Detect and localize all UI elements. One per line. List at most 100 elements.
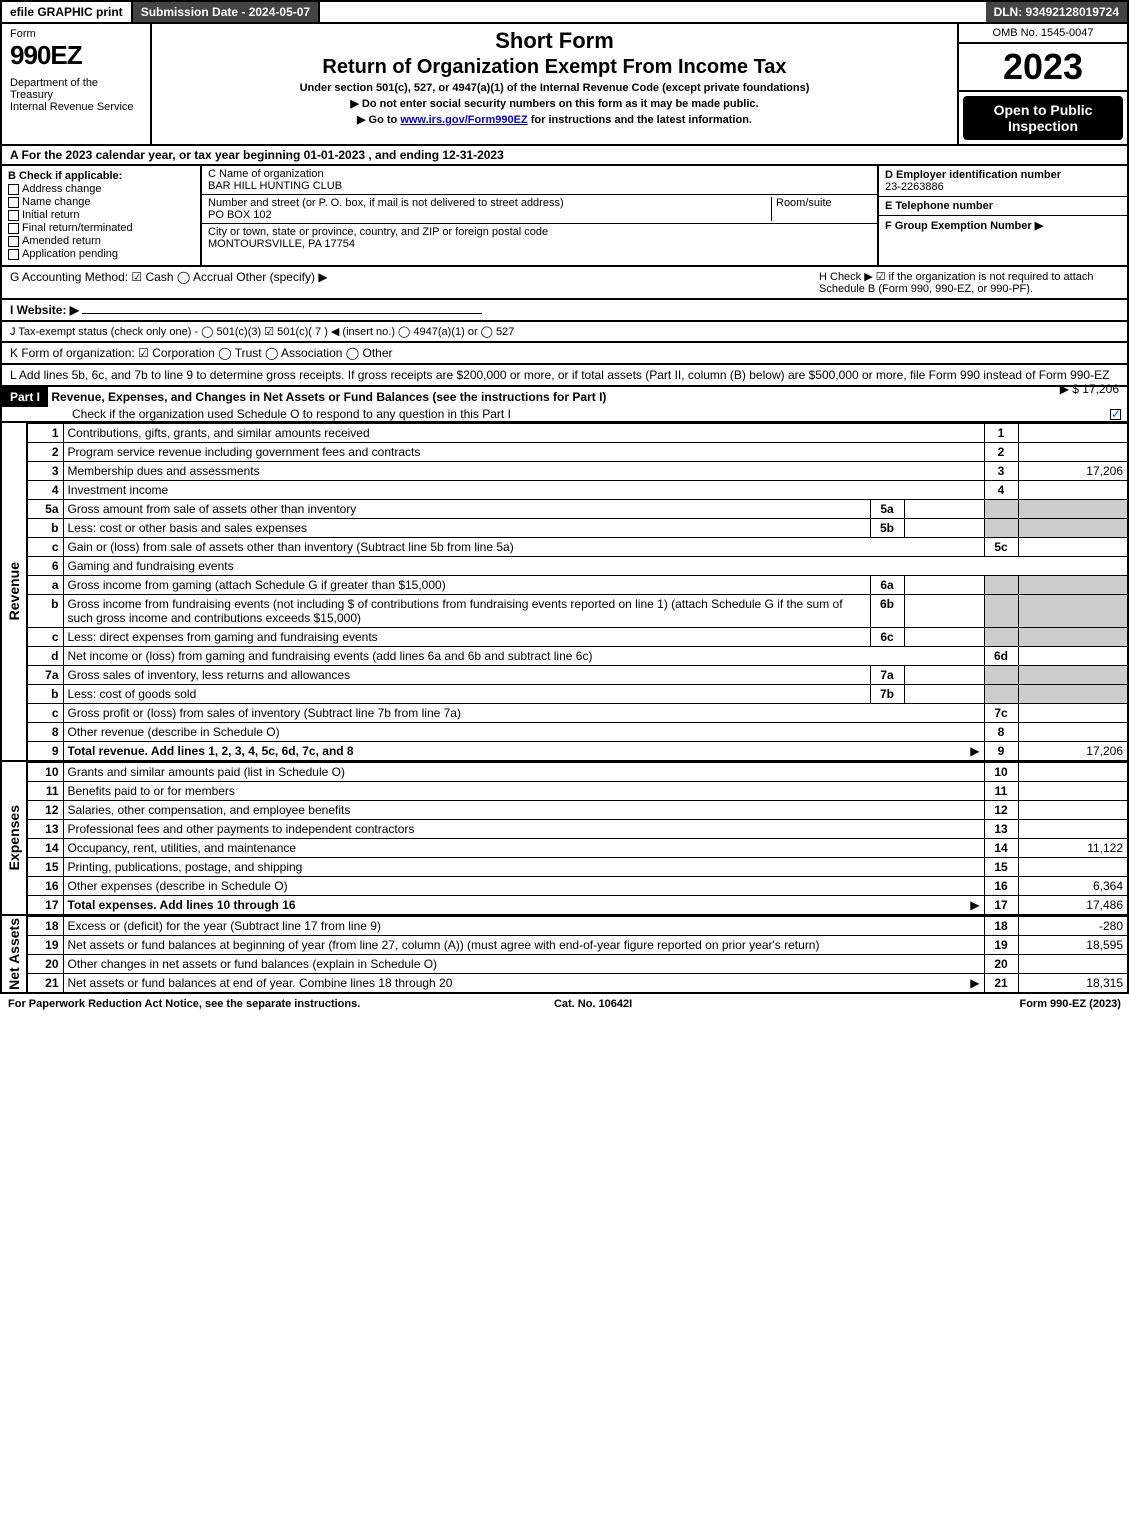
line-number: 1 [27, 424, 63, 443]
line-box: 10 [984, 763, 1018, 782]
line-number: 21 [27, 974, 63, 994]
dept-label: Department of the Treasury Internal Reve… [10, 77, 142, 113]
line-value [1018, 538, 1128, 557]
footer: For Paperwork Reduction Act Notice, see … [0, 994, 1129, 1014]
table-row: 14Occupancy, rent, utilities, and mainte… [27, 839, 1128, 858]
form-title: Return of Organization Exempt From Incom… [160, 56, 949, 79]
line-value [1018, 443, 1128, 462]
row-h: H Check ▶ ☑ if the organization is not r… [819, 270, 1119, 295]
revenue-side-label: Revenue [6, 562, 22, 620]
expenses-table: 10Grants and similar amounts paid (list … [26, 762, 1129, 916]
table-row: 11Benefits paid to or for members11 [27, 782, 1128, 801]
org-name: BAR HILL HUNTING CLUB [208, 180, 342, 192]
tax-year: 2023 [959, 44, 1127, 92]
line-number: 15 [27, 858, 63, 877]
line-box: 16 [984, 877, 1018, 896]
chk-name-change[interactable]: Name change [8, 196, 194, 208]
ein-label: D Employer identification number [885, 169, 1061, 181]
gray-val [1018, 519, 1128, 538]
sub-box: 6c [870, 628, 904, 647]
line-desc: Gross amount from sale of assets other t… [63, 500, 870, 519]
table-row: cGain or (loss) from sale of assets othe… [27, 538, 1128, 557]
gray-box [984, 666, 1018, 685]
sub-value [904, 628, 984, 647]
line-number: 7a [27, 666, 63, 685]
line-desc: Contributions, gifts, grants, and simila… [63, 424, 984, 443]
topbar: efile GRAPHIC print Submission Date - 20… [0, 0, 1129, 24]
line-box: 1 [984, 424, 1018, 443]
line-number: 3 [27, 462, 63, 481]
gray-box [984, 595, 1018, 628]
gray-box [984, 576, 1018, 595]
line-box: 6d [984, 647, 1018, 666]
room-label: Room/suite [776, 197, 832, 209]
table-row: dNet income or (loss) from gaming and fu… [27, 647, 1128, 666]
chk-address-change[interactable]: Address change [8, 183, 194, 195]
table-row: cGross profit or (loss) from sales of in… [27, 704, 1128, 723]
short-form-title: Short Form [160, 28, 949, 54]
part-i-check: Check if the organization used Schedule … [2, 407, 511, 421]
line-desc: Gross sales of inventory, less returns a… [63, 666, 870, 685]
line-value [1018, 858, 1128, 877]
gray-box [984, 628, 1018, 647]
table-row: 13Professional fees and other payments t… [27, 820, 1128, 839]
b-label: B Check if applicable: [8, 170, 122, 182]
line-box: 11 [984, 782, 1018, 801]
schedule-o-checkbox[interactable] [1110, 409, 1121, 420]
line-value [1018, 763, 1128, 782]
line-box: 17 [984, 896, 1018, 916]
chk-application-pending[interactable]: Application pending [8, 248, 194, 260]
gray-box [984, 519, 1018, 538]
table-row: 17Total expenses. Add lines 10 through 1… [27, 896, 1128, 916]
netassets-side-label: Net Assets [6, 918, 22, 990]
line-desc: Membership dues and assessments [63, 462, 984, 481]
line-value [1018, 801, 1128, 820]
subtitle-3: ▶ Go to www.irs.gov/Form990EZ for instru… [160, 113, 949, 126]
sub-box: 5a [870, 500, 904, 519]
line-number: 8 [27, 723, 63, 742]
gray-val [1018, 595, 1128, 628]
gray-val [1018, 685, 1128, 704]
irs-link[interactable]: www.irs.gov/Form990EZ [400, 114, 527, 126]
form-header: Form 990EZ Department of the Treasury In… [0, 24, 1129, 146]
gray-box [984, 500, 1018, 519]
expenses-side-label: Expenses [6, 805, 22, 870]
table-row: bLess: cost of goods sold7b [27, 685, 1128, 704]
omb-number: OMB No. 1545-0047 [959, 24, 1127, 44]
line-box: 3 [984, 462, 1018, 481]
row-j: J Tax-exempt status (check only one) - ◯… [0, 322, 1129, 343]
part-i-label: Part I [2, 387, 48, 407]
table-row: 8Other revenue (describe in Schedule O)8 [27, 723, 1128, 742]
table-row: 7aGross sales of inventory, less returns… [27, 666, 1128, 685]
gray-val [1018, 666, 1128, 685]
line-value [1018, 481, 1128, 500]
part-i-title: Revenue, Expenses, and Changes in Net As… [51, 390, 606, 404]
row-i: I Website: ▶ [0, 300, 1129, 322]
table-row: 1Contributions, gifts, grants, and simil… [27, 424, 1128, 443]
line-number: b [27, 595, 63, 628]
line-value: 6,364 [1018, 877, 1128, 896]
chk-final-return[interactable]: Final return/terminated [8, 222, 194, 234]
line-number: a [27, 576, 63, 595]
line-desc: Net assets or fund balances at end of ye… [63, 974, 984, 994]
footer-left: For Paperwork Reduction Act Notice, see … [8, 998, 360, 1010]
line-box: 18 [984, 917, 1018, 936]
line-box: 4 [984, 481, 1018, 500]
line-value [1018, 647, 1128, 666]
line-number: 11 [27, 782, 63, 801]
line-desc: Less: cost of goods sold [63, 685, 870, 704]
table-row: 2Program service revenue including gover… [27, 443, 1128, 462]
gray-val [1018, 628, 1128, 647]
efile-label[interactable]: efile GRAPHIC print [2, 2, 133, 22]
col-b: B Check if applicable: Address change Na… [2, 166, 202, 265]
line-value [1018, 820, 1128, 839]
line-box: 21 [984, 974, 1018, 994]
sub3-pre: ▶ Go to [357, 114, 400, 126]
ein-value: 23-2263886 [885, 181, 944, 193]
sub-value [904, 519, 984, 538]
table-row: 5aGross amount from sale of assets other… [27, 500, 1128, 519]
chk-initial-return[interactable]: Initial return [8, 209, 194, 221]
line-desc: Professional fees and other payments to … [63, 820, 984, 839]
chk-amended-return[interactable]: Amended return [8, 235, 194, 247]
row-g: G Accounting Method: ☑ Cash ◯ Accrual Ot… [10, 270, 819, 295]
